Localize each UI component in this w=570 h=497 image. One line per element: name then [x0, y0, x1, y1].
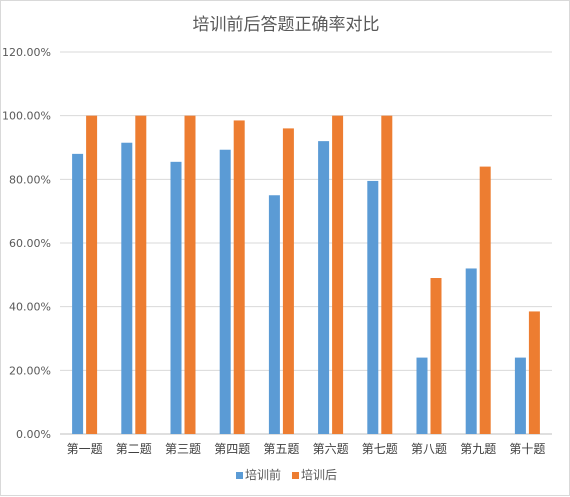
x-tick-label: 第六题 — [313, 442, 349, 456]
y-tick-label: 100.00% — [2, 110, 51, 123]
bars — [72, 115, 540, 435]
chart-title: 培训前后答题正确率对比 — [193, 15, 380, 35]
bar-after — [381, 115, 393, 435]
bar-before — [416, 357, 428, 434]
x-tick-label: 第十题 — [509, 442, 545, 456]
bar-after — [135, 115, 147, 435]
legend-label: 培训后 — [301, 467, 337, 482]
y-tick-label: 0.00% — [16, 428, 51, 441]
x-axis: 第一题 第二题 第三题 第四题 第五题 第六题 第七题 第八题 第九题 第十题 — [67, 442, 546, 456]
y-axis: 0.00% 20.00% 40.00% 60.00% 80.00% 100.00% 120.… — [2, 46, 51, 441]
x-tick-label: 第九题 — [460, 442, 496, 456]
bar-before — [268, 195, 280, 434]
x-tick-label: 第七题 — [362, 442, 398, 456]
legend-swatch — [236, 472, 243, 479]
bar-before — [465, 268, 477, 434]
bar-before — [121, 142, 133, 434]
legend-swatch — [292, 472, 299, 479]
x-tick-label: 第八题 — [411, 442, 447, 456]
y-tick-label: 80.00% — [9, 173, 51, 186]
y-tick-label: 120.00% — [2, 46, 51, 59]
bar-before — [367, 180, 379, 434]
bar-after — [332, 115, 344, 435]
y-tick-label: 40.00% — [9, 301, 51, 314]
x-tick-label: 第三题 — [165, 442, 201, 456]
grid-lines — [60, 51, 552, 435]
y-tick-label: 60.00% — [9, 237, 51, 250]
legend-label: 培训前 — [245, 467, 281, 482]
bar-before — [72, 153, 84, 434]
legend: 培训前 培训后 — [236, 467, 337, 482]
bar-after — [430, 278, 442, 434]
x-tick-label: 第五题 — [263, 442, 299, 456]
bar-after — [184, 115, 196, 435]
bar-after — [528, 311, 540, 434]
y-tick-label: 20.00% — [9, 364, 51, 377]
bar-before — [514, 357, 526, 434]
bar-after — [86, 115, 98, 435]
bar-before — [170, 161, 182, 434]
bar-after — [479, 166, 491, 434]
x-tick-label: 第四题 — [214, 442, 250, 456]
bar-before — [219, 149, 231, 434]
bar-after — [282, 128, 294, 434]
x-tick-label: 第二题 — [116, 442, 152, 456]
bar-before — [318, 141, 330, 434]
x-tick-label: 第一题 — [67, 442, 103, 456]
bar-after — [233, 120, 245, 435]
